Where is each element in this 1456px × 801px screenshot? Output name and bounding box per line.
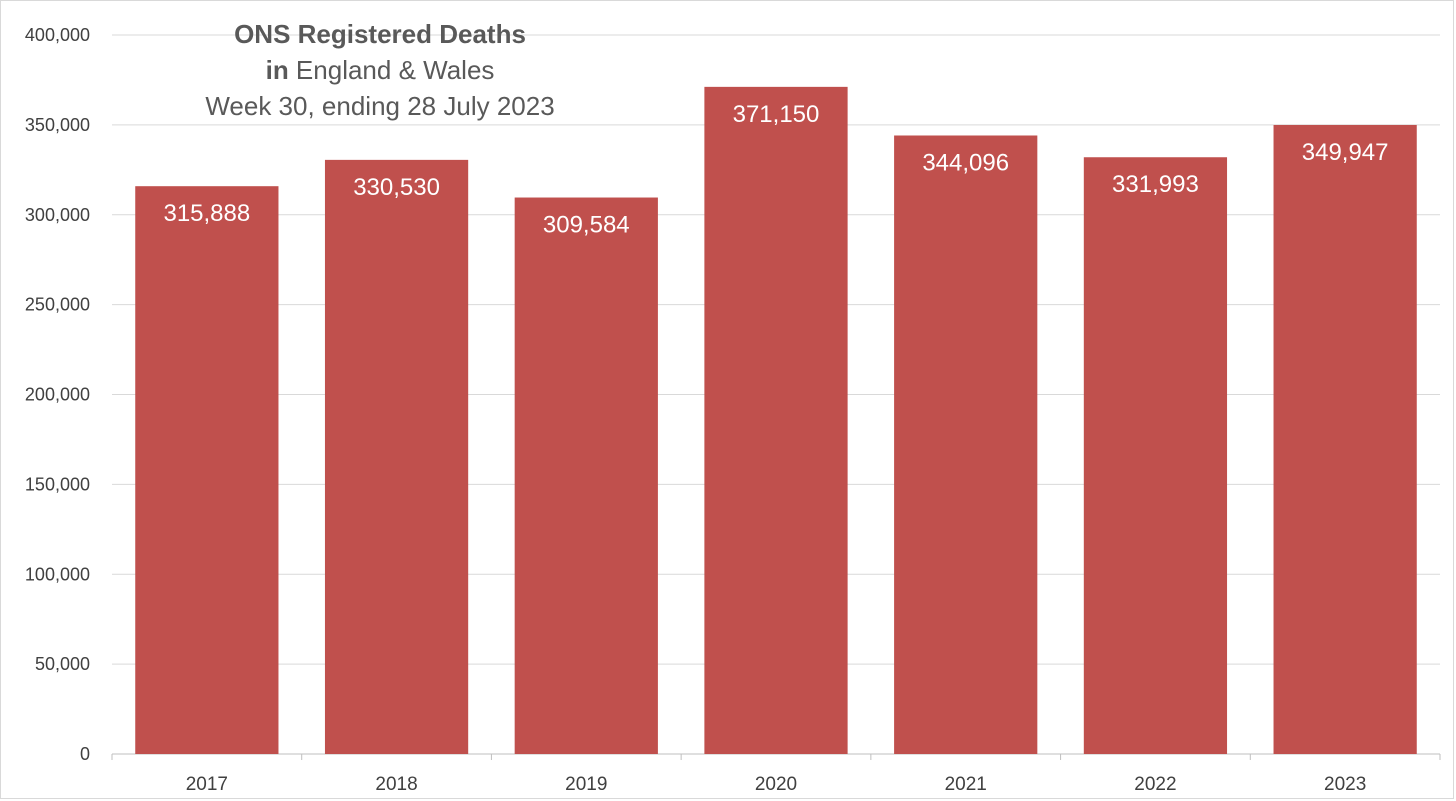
chart-title-line-2: in England & Wales: [150, 52, 610, 88]
x-tick-label-2018: 2018: [375, 774, 417, 795]
chart-title: ONS Registered Deaths in England & Wales…: [150, 16, 610, 124]
y-axis-tick-labels: 0 50,000 100,000 150,000 200,000 250,000 300,0…: [25, 25, 90, 764]
bar-2019: [514, 197, 658, 754]
x-tick-label-2019: 2019: [565, 774, 607, 795]
x-axis-tick-labels: 2017 2018 2019 2020 2021 2022 2023: [186, 774, 1367, 795]
x-tick-label-2021: 2021: [945, 774, 987, 795]
y-tick-label: 250,000: [25, 295, 90, 315]
chart-title-line-3: Week 30, ending 28 July 2023: [205, 91, 555, 121]
x-tick-label-2023: 2023: [1324, 774, 1366, 795]
chart-title-line-1: ONS Registered Deaths: [234, 19, 526, 49]
y-tick-label: 100,000: [25, 564, 90, 584]
data-label-2021: 344,096: [922, 149, 1009, 176]
bar-2023: [1273, 124, 1417, 754]
bar-2020: [704, 86, 848, 755]
data-label-2017: 315,888: [163, 200, 250, 227]
chart-title-line-2-bold: in: [265, 55, 289, 85]
bar-2022: [1083, 157, 1228, 755]
data-label-2020: 371,150: [733, 101, 820, 128]
x-tick-label-2022: 2022: [1134, 774, 1176, 795]
y-tick-label: 0: [80, 744, 90, 764]
y-tick-label: 50,000: [35, 654, 90, 674]
x-tick-label-2017: 2017: [186, 774, 228, 795]
data-label-2019: 309,584: [543, 212, 630, 239]
bar-2021: [894, 135, 1038, 755]
y-tick-label: 350,000: [25, 115, 90, 135]
data-labels: 315,888 330,530 309,584 371,150 344,096 331,9…: [163, 101, 1388, 239]
chart-title-line-2-rest: England & Wales: [288, 55, 495, 85]
y-tick-label: 400,000: [25, 25, 90, 45]
y-tick-label: 200,000: [25, 385, 90, 405]
data-label-2023: 349,947: [1302, 139, 1389, 166]
bar-2018: [324, 159, 469, 755]
data-label-2018: 330,530: [353, 174, 440, 201]
x-tick-label-2020: 2020: [755, 774, 797, 795]
bars: [135, 86, 1417, 755]
bar-2017: [135, 186, 279, 755]
y-tick-label: 300,000: [25, 205, 90, 225]
data-label-2022: 331,993: [1112, 171, 1199, 198]
y-tick-label: 150,000: [25, 474, 90, 494]
